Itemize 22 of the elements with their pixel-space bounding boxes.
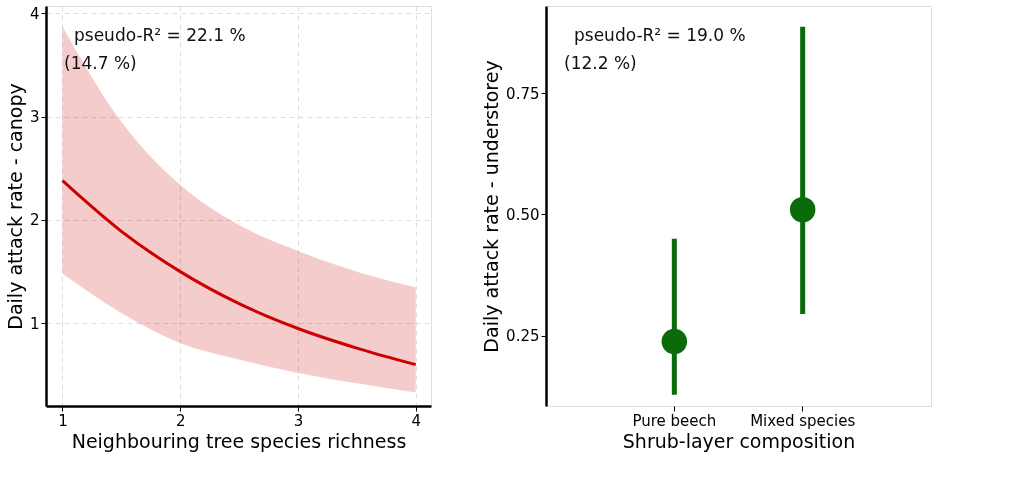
y-tick-label: 4	[29, 4, 40, 23]
x-tick-label: 4	[411, 411, 421, 430]
y-axis-title: Daily attack rate - canopy	[3, 83, 26, 330]
y-axis-title: Daily attack rate - understorey	[480, 60, 503, 353]
x-tick-label: Mixed species	[750, 411, 856, 430]
x-tick-label: 3	[293, 411, 304, 430]
x-tick-label: Pure beech	[632, 411, 717, 430]
annotation: (12.2 %)	[564, 53, 637, 73]
annotation: pseudo-R² = 22.1 %	[74, 25, 246, 45]
annotation: pseudo-R² = 19.0 %	[574, 25, 746, 45]
y-tick-label: 3	[29, 108, 40, 127]
y-tick-label: 2	[29, 211, 40, 230]
y-tick-label: 0.50	[506, 205, 540, 224]
x-tick-label: 1	[58, 411, 68, 430]
y-tick-label: 0.75	[506, 84, 540, 103]
x-tick-label: 2	[175, 411, 186, 430]
x-axis-title: Neighbouring tree species richness	[71, 429, 407, 452]
line-series	[60, 179, 418, 367]
y-tick-label: 1	[29, 314, 40, 333]
annotation: (14.7 %)	[64, 53, 137, 73]
x-axis-title: Shrub-layer composition	[622, 429, 856, 452]
y-tick-label: 0.25	[506, 327, 540, 346]
